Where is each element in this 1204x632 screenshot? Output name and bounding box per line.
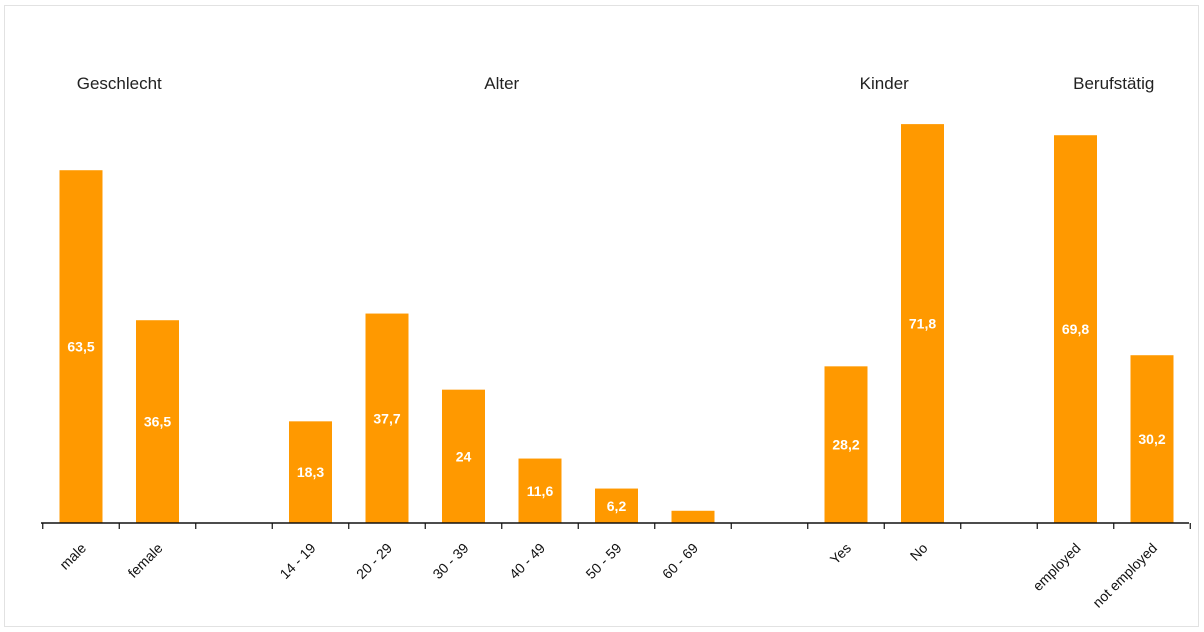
data-label: 63,5 (67, 339, 94, 355)
category-label: 20 - 29 (353, 540, 395, 582)
data-label: 24 (456, 448, 472, 464)
data-label: 6,2 (607, 498, 627, 514)
chart-frame: 63,5 male 36,5 female Geschlecht 18,3 14 - 19 3… (4, 5, 1199, 627)
category-label: not employed (1089, 540, 1160, 611)
bar (518, 458, 562, 523)
bar (671, 510, 715, 523)
data-label: 36,5 (144, 414, 171, 430)
category-label: female (125, 540, 166, 581)
data-label: 30,2 (1138, 431, 1165, 447)
group-title: Alter (484, 74, 519, 93)
data-label: 71,8 (909, 316, 936, 332)
data-label: 37,7 (373, 410, 400, 426)
bar (824, 366, 868, 523)
group-title: Kinder (860, 74, 909, 93)
data-label: 18,3 (297, 464, 324, 480)
category-label: 40 - 49 (506, 540, 548, 582)
category-label: employed (1029, 540, 1083, 594)
bar (289, 421, 332, 523)
category-label: 50 - 59 (582, 540, 624, 582)
category-label: 14 - 19 (276, 540, 318, 582)
category-label: No (907, 540, 931, 564)
bar (595, 488, 638, 523)
bar (442, 389, 485, 523)
bar (59, 170, 103, 523)
bar (1054, 135, 1097, 523)
data-label: 11,6 (527, 483, 554, 499)
bar (365, 313, 409, 523)
group-title: Geschlecht (77, 74, 162, 93)
bar-chart: 63,5 male 36,5 female Geschlecht 18,3 14 - 19 3… (41, 74, 1191, 611)
category-label: 30 - 39 (429, 540, 471, 582)
bar (1130, 355, 1174, 523)
data-label: 28,2 (832, 437, 859, 453)
group-title: Berufstätig (1073, 74, 1154, 93)
category-label: male (56, 540, 89, 573)
bar (136, 320, 179, 523)
category-label: Yes (827, 540, 854, 567)
bar (901, 124, 944, 523)
data-label: 69,8 (1062, 321, 1089, 337)
category-label: 60 - 69 (659, 540, 701, 582)
